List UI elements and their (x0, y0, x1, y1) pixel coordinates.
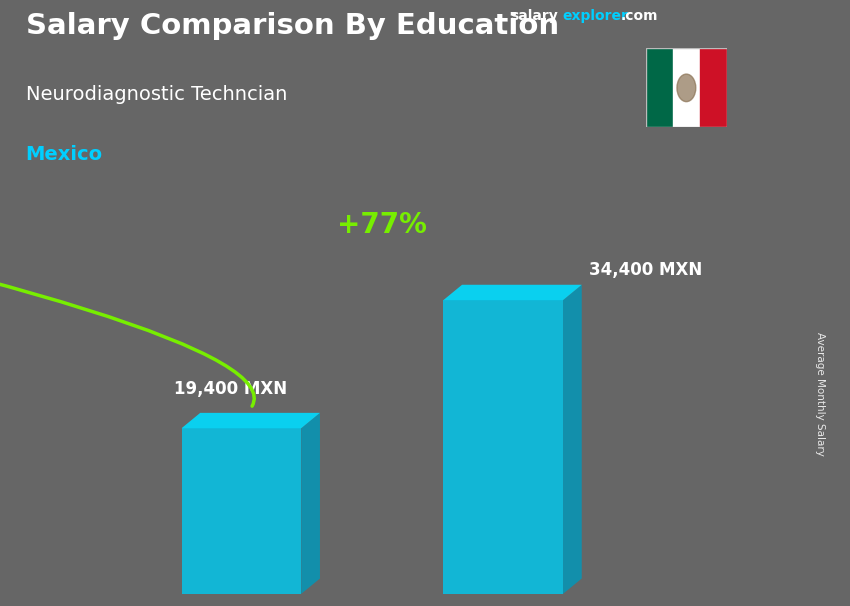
Circle shape (677, 74, 696, 102)
Polygon shape (301, 413, 320, 594)
Text: 19,400 MXN: 19,400 MXN (174, 381, 287, 398)
Text: Mexico: Mexico (26, 145, 103, 164)
Polygon shape (182, 428, 301, 594)
Bar (673, 48, 700, 127)
Text: Neurodiagnostic Techncian: Neurodiagnostic Techncian (26, 85, 286, 104)
Text: 34,400 MXN: 34,400 MXN (589, 261, 702, 279)
Text: explorer: explorer (563, 9, 628, 23)
Text: Salary Comparison By Education: Salary Comparison By Education (26, 12, 558, 40)
Bar (646, 48, 673, 127)
Polygon shape (182, 413, 320, 428)
Bar (700, 48, 727, 127)
Polygon shape (444, 300, 563, 594)
Text: salary: salary (510, 9, 558, 23)
Text: .com: .com (620, 9, 658, 23)
Polygon shape (563, 285, 581, 594)
Text: Average Monthly Salary: Average Monthly Salary (815, 332, 825, 456)
Polygon shape (444, 285, 581, 300)
Text: +77%: +77% (337, 211, 427, 239)
